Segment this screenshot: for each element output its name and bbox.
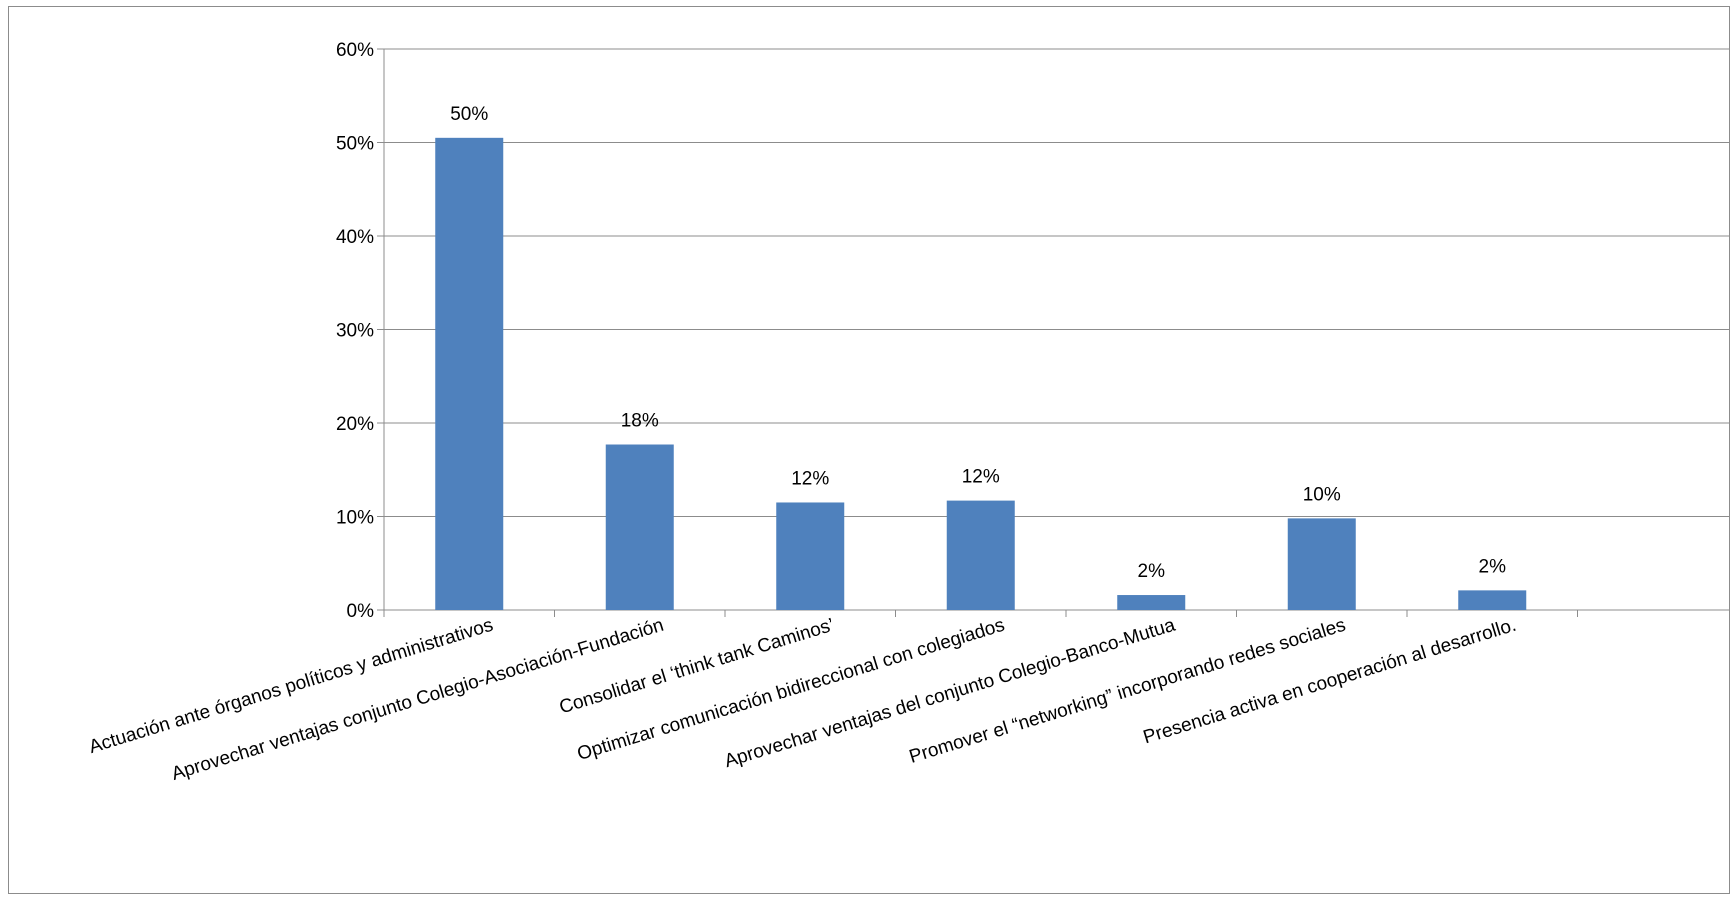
x-category-label: Consolidar el ‘think tank Caminos’	[557, 615, 837, 719]
data-label: 12%	[791, 468, 829, 489]
bar	[946, 500, 1015, 610]
bar	[1117, 595, 1186, 610]
bar-chart: 0%10%20%30%40%50%60%50%Actuación ante ór…	[87, 40, 1729, 785]
data-label: 2%	[1479, 556, 1507, 577]
data-label: 10%	[1303, 484, 1341, 505]
bar	[1287, 518, 1356, 610]
data-label: 12%	[962, 467, 1000, 488]
bar	[435, 137, 504, 610]
y-tick-label: 40%	[336, 227, 374, 248]
y-tick-label: 50%	[336, 134, 374, 155]
bar	[1458, 590, 1527, 610]
data-label: 18%	[621, 411, 659, 432]
data-label: 2%	[1138, 561, 1166, 582]
y-tick-label: 60%	[336, 40, 374, 61]
bar	[776, 502, 845, 610]
chart-frame: 0% 10% 20% 30% 40% 50% 60% 50% Actuación ante ór…	[8, 6, 1730, 894]
y-tick-label: 20%	[336, 414, 374, 435]
y-tick-label: 10%	[336, 508, 374, 529]
data-label: 50%	[450, 104, 488, 125]
y-tick-label: 0%	[347, 601, 375, 622]
bar	[605, 444, 674, 610]
y-tick-label: 30%	[336, 321, 374, 342]
